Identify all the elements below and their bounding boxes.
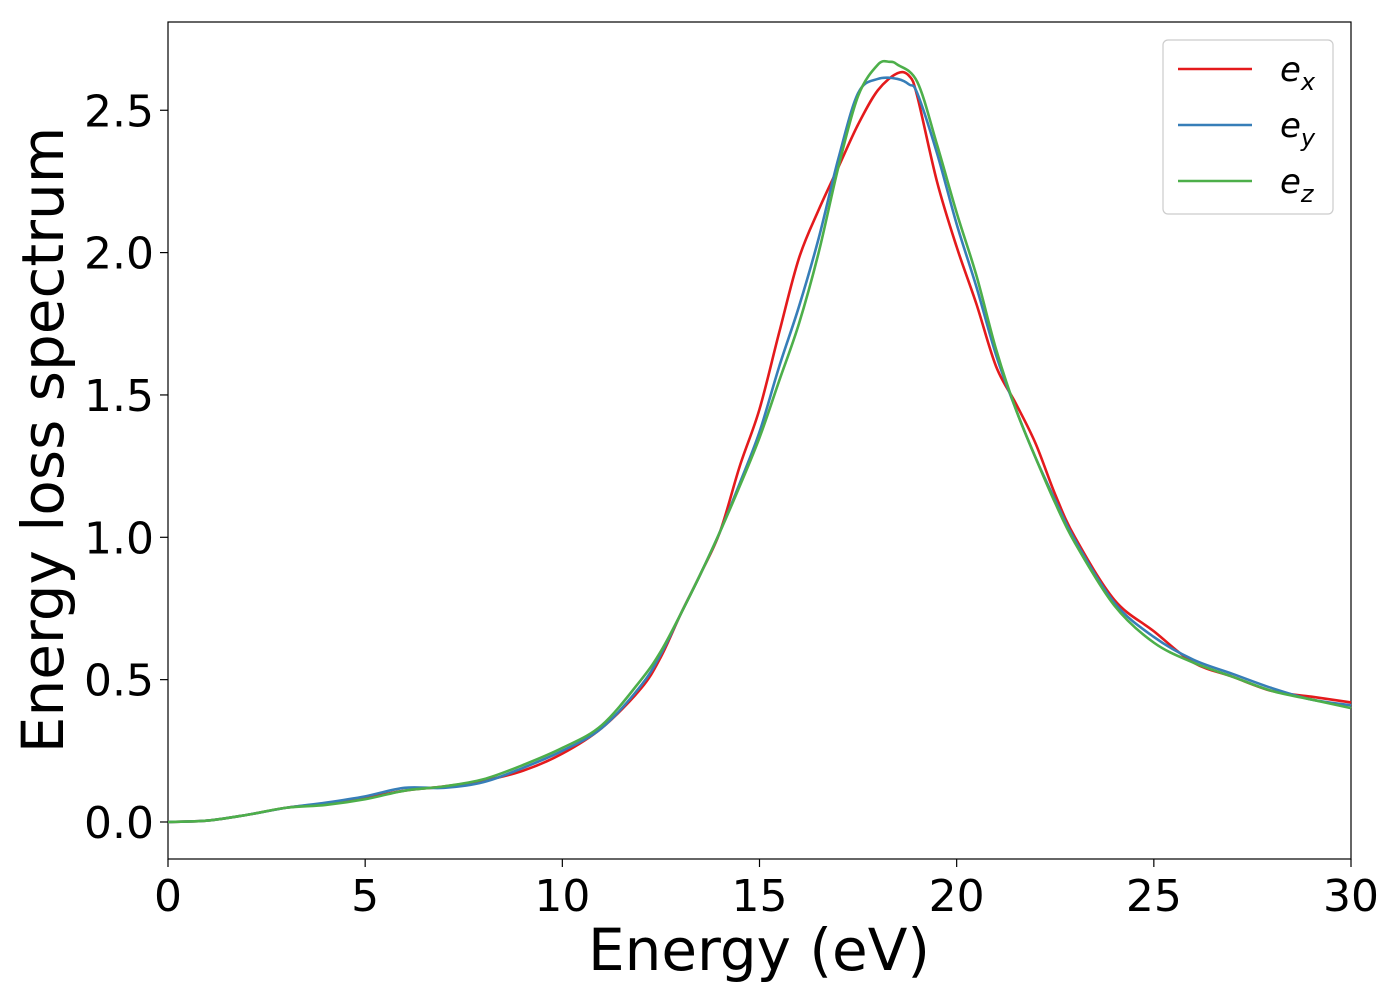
y-tick-label: 1.5 [84,371,154,422]
y-axis-label: Energy loss spectrum [9,127,77,753]
legend-label-base: e [1280,162,1301,202]
x-tick-label: 20 [929,871,985,922]
y-tick-label: 0.0 [84,798,154,849]
x-tick-label: 25 [1126,871,1182,922]
legend-label-base: e [1280,50,1301,90]
x-tick-label: 15 [732,871,788,922]
x-axis-ticks: 0 5 10 15 20 25 30 [154,859,1379,922]
y-tick-label: 2.5 [84,86,154,137]
series-line-y [167,76,1352,824]
legend-label-subscript: x [1300,68,1316,96]
legend-label-x: ex [1280,50,1316,96]
x-tick-label: 0 [154,871,182,922]
y-tick-label: 1.0 [84,513,154,564]
x-tick-label: 5 [351,871,379,922]
legend-label-subscript: z [1300,180,1315,208]
x-axis-label: Energy (eV) [588,916,930,984]
y-axis-ticks: 0.0 0.5 1.0 1.5 2.0 2.5 [84,86,168,849]
legend-label-z: ez [1280,162,1315,208]
series-line-z [167,59,1352,824]
legend-label-base: e [1280,106,1301,146]
legend-box [1162,39,1334,215]
legend-label-subscript: y [1300,124,1316,152]
y-tick-label: 2.0 [84,229,154,280]
x-tick-label: 30 [1323,871,1379,922]
legend-label-y: ey [1280,106,1316,152]
x-tick-label: 10 [534,871,590,922]
series-lines [167,59,1352,824]
y-tick-label: 0.5 [84,656,154,707]
